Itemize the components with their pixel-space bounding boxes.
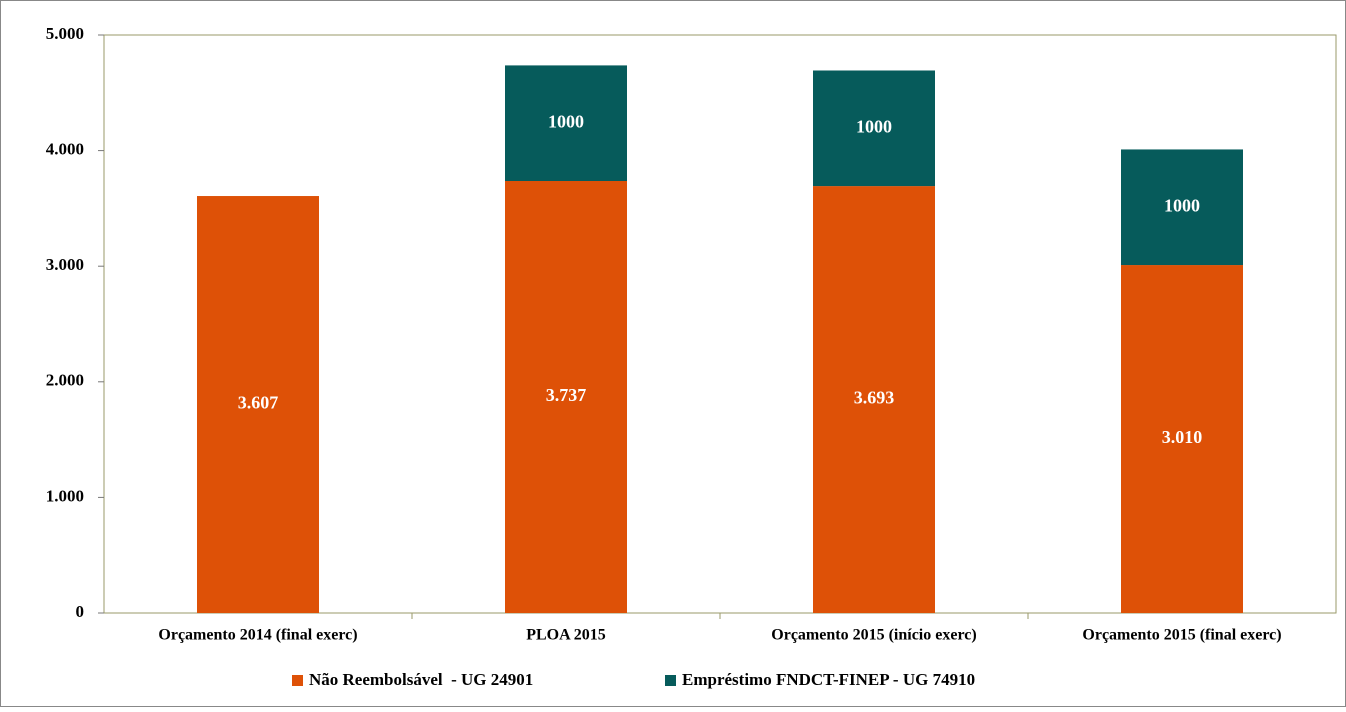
y-tick-label: 2.000 (46, 371, 84, 390)
x-tick-label: Orçamento 2015 (início exerc) (771, 627, 976, 644)
legend-label: Empréstimo FNDCT-FINEP - UG 74910 (682, 670, 975, 689)
bar (505, 181, 627, 613)
bar (197, 196, 319, 613)
x-tick-label: Orçamento 2014 (final exerc) (158, 627, 357, 644)
y-tick-label: 5.000 (46, 24, 84, 43)
x-tick-label: PLOA 2015 (526, 627, 606, 644)
bar (813, 186, 935, 613)
y-tick-label: 4.000 (46, 140, 84, 159)
data-label: 3.607 (238, 393, 279, 413)
data-label: 3.737 (546, 385, 587, 405)
y-tick-label: 3.000 (46, 255, 84, 274)
y-tick-label: 1.000 (46, 486, 84, 505)
legend-swatch (665, 675, 676, 686)
bar (1121, 149, 1243, 266)
legend-swatch (292, 675, 303, 686)
data-label: 1000 (548, 111, 584, 131)
data-label: 3.010 (1162, 427, 1203, 447)
data-label: 1000 (1164, 195, 1200, 215)
bar (813, 70, 935, 187)
x-tick-label: Orçamento 2015 (final exerc) (1082, 627, 1281, 644)
data-label: 1000 (856, 116, 892, 136)
legend-label: Não Reembolsável - UG 24901 (309, 670, 533, 689)
data-label: 3.693 (854, 388, 895, 408)
bar (1121, 265, 1243, 613)
bar (505, 65, 627, 182)
y-tick-label: 0 (76, 602, 85, 621)
